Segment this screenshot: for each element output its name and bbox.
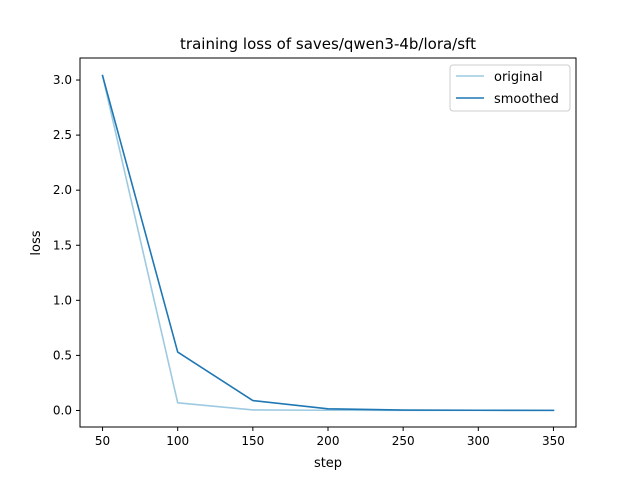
x-tick-label: 350: [542, 434, 565, 448]
x-axis-ticks: 50 100 150 200 250 300 350: [95, 427, 565, 448]
legend-label-original: original: [494, 70, 543, 85]
y-tick-label: 0.0: [53, 403, 72, 417]
series-layer: [101, 74, 555, 412]
x-tick-label: 200: [317, 434, 340, 448]
x-axis-label: step: [314, 456, 342, 471]
y-axis-label: loss: [29, 230, 44, 255]
x-tick-label: 300: [467, 434, 490, 448]
y-tick-label: 1.0: [53, 293, 72, 307]
y-tick-label: 1.5: [53, 238, 72, 252]
series-line-smoothed: [101, 74, 555, 412]
y-tick-label: 3.0: [53, 73, 72, 87]
y-axis-ticks: 0.0 0.5 1.0 1.5 2.0 2.5 3.0: [53, 73, 80, 417]
y-tick-label: 2.0: [53, 183, 72, 197]
y-tick-label: 2.5: [53, 128, 72, 142]
x-tick-label: 50: [95, 434, 110, 448]
x-tick-label: 100: [166, 434, 189, 448]
y-tick-label: 0.5: [53, 348, 72, 362]
chart-title: training loss of saves/qwen3-4b/lora/sft: [180, 35, 476, 53]
x-tick-label: 250: [392, 434, 415, 448]
legend: original smoothed: [449, 64, 571, 112]
x-tick-label: 150: [241, 434, 264, 448]
legend-label-smoothed: smoothed: [494, 92, 559, 107]
